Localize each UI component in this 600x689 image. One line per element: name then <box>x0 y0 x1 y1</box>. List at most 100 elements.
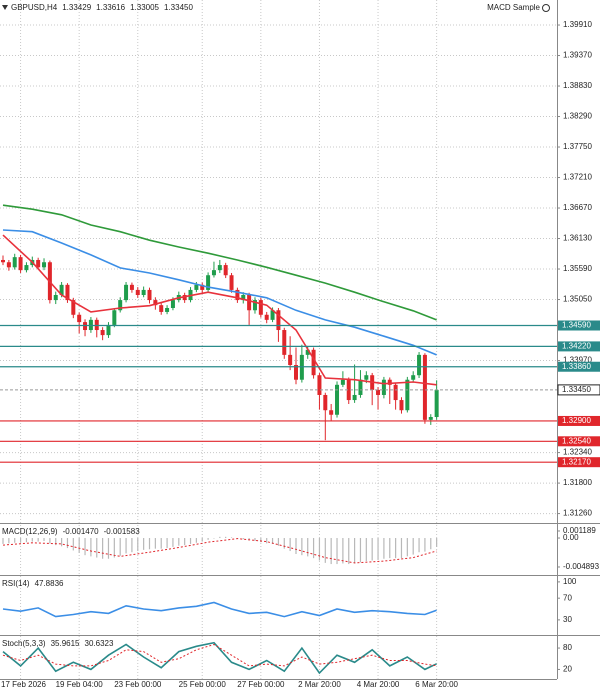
candle-body <box>211 270 216 276</box>
macd-bar <box>412 538 414 555</box>
level-label-box <box>558 341 600 352</box>
candle-body <box>417 354 422 376</box>
candle-body <box>387 379 392 385</box>
candle-body <box>323 394 328 411</box>
macd-bar <box>219 536 221 539</box>
macd-bar <box>365 538 367 562</box>
macd-bar <box>8 538 10 544</box>
macd-bar <box>143 538 145 550</box>
last-price-label: 1.33450 <box>562 385 591 394</box>
candle-body <box>434 389 439 418</box>
header-value: 47.8836 <box>35 579 64 588</box>
macd-bar <box>25 538 28 543</box>
level-label: 1.34590 <box>562 321 591 330</box>
candle-body <box>405 379 410 411</box>
header-value: 30.6323 <box>85 639 114 648</box>
macd-bar <box>96 538 98 558</box>
candle-body <box>77 314 82 323</box>
candle-body <box>352 394 357 401</box>
y-tick-label: 100 <box>563 577 577 586</box>
macd-bar <box>178 538 180 546</box>
candle-body <box>1 259 5 263</box>
header-value: 1.33616 <box>96 3 125 12</box>
macd-bar <box>172 538 174 547</box>
macd-bar <box>230 537 233 539</box>
macd-bar <box>283 538 285 549</box>
candle-body <box>112 310 117 325</box>
macd-bar <box>61 538 63 547</box>
y-tick-label: 1.32340 <box>563 448 592 457</box>
macd-bar <box>354 538 356 564</box>
y-tick-label: 1.37210 <box>563 173 592 182</box>
macd-bar <box>37 538 39 542</box>
x-tick-label: 25 Feb 00:00 <box>179 680 227 689</box>
macd-bar <box>342 538 344 564</box>
candle-body <box>141 289 146 296</box>
candle-body <box>165 307 170 312</box>
indicator-line <box>2 538 437 564</box>
candle-body <box>65 284 70 301</box>
macd-bar <box>266 538 268 544</box>
candle-body <box>129 284 134 290</box>
candle-body <box>428 417 433 420</box>
x-tick-label: 2 Mar 20:00 <box>298 680 341 689</box>
macd-bar <box>348 538 350 565</box>
candle-body <box>270 310 275 320</box>
candle-body <box>124 284 129 301</box>
level-label: 1.32170 <box>562 457 591 466</box>
macd-bar <box>107 538 110 559</box>
macd-bar <box>330 538 332 565</box>
macd-bar <box>137 538 139 552</box>
macd-bar <box>160 538 162 549</box>
candle-body <box>294 365 298 380</box>
expert-name: MACD Sample <box>487 3 540 12</box>
panel-title: MACD(12,26,9) <box>2 527 58 536</box>
panel-title: RSI(14) <box>2 579 30 588</box>
panel-header: MACD(12,26,9) -0.001470 -0.001583 <box>2 527 140 536</box>
level-label-box <box>558 415 600 426</box>
y-tick-label: 30 <box>563 615 572 624</box>
candle-body <box>18 257 23 271</box>
candle-body <box>6 262 11 268</box>
macd-bar <box>148 538 151 550</box>
x-tick-label: 4 Mar 20:00 <box>357 680 400 689</box>
macd-bar <box>418 538 420 553</box>
level-label-box <box>558 436 600 447</box>
y-tick-label: 80 <box>563 643 572 652</box>
candle-body <box>159 305 164 312</box>
header-value: 1.33429 <box>62 3 91 12</box>
expert-icon <box>542 4 550 12</box>
macd-bar <box>225 536 227 539</box>
candle-body <box>182 295 187 301</box>
candle-body <box>252 300 257 311</box>
panel-title: Stoch(5,3,3) <box>2 639 46 648</box>
macd-bar <box>14 538 16 543</box>
candle-body <box>276 310 281 331</box>
macd-bar <box>184 538 186 546</box>
candle-body <box>59 284 64 296</box>
macd-bar <box>49 538 51 544</box>
x-tick-label: 23 Feb 00:00 <box>114 680 162 689</box>
macd-bar <box>31 538 33 542</box>
macd-bar <box>383 538 385 559</box>
candle-body <box>282 330 287 355</box>
candle-body <box>288 354 293 366</box>
candle-body <box>305 349 310 355</box>
candle-body <box>340 379 345 385</box>
panel-header: GBPUSD,H4 1.33429 1.33616 1.33005 1.33450 <box>11 3 193 12</box>
macd-bar <box>166 538 168 549</box>
indicator-line <box>2 204 437 321</box>
macd-bar <box>213 538 215 539</box>
candle-body <box>411 375 416 380</box>
candle-body <box>36 259 41 268</box>
candle-body <box>329 410 334 415</box>
macd-bar <box>336 538 338 565</box>
candle-body <box>24 265 29 271</box>
macd-bar <box>84 538 86 556</box>
candle-body <box>170 300 175 308</box>
macd-bar <box>254 538 256 541</box>
macd-bar <box>195 538 197 543</box>
x-tick-label: 6 Mar 20:00 <box>415 680 458 689</box>
menu-arrow[interactable] <box>2 5 8 10</box>
macd-bar <box>389 538 391 559</box>
